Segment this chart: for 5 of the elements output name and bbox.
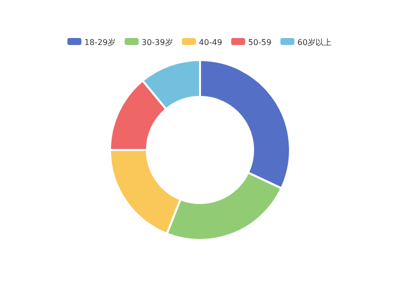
legend-label: 40-49 — [198, 38, 222, 47]
legend-label: 60岁以上 — [297, 38, 332, 47]
legend-label: 18-29岁 — [84, 38, 116, 47]
legend-label: 50-59 — [248, 38, 272, 47]
legend-label: 30-39岁 — [142, 38, 173, 47]
